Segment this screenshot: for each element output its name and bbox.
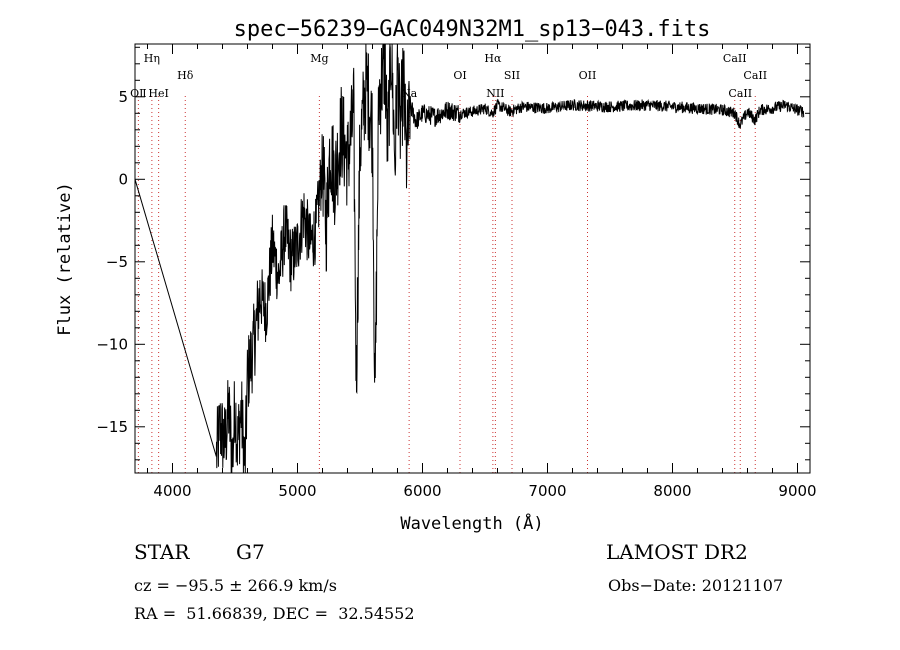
x-tick-label: 7000 <box>528 482 566 500</box>
subclass-label: G7 <box>236 540 265 564</box>
marker-label: NII <box>486 87 504 100</box>
x-tick-label: 8000 <box>653 482 691 500</box>
marker-label: CaII <box>743 69 767 82</box>
marker-label: CaII <box>728 87 752 100</box>
redshift-text: cz = −95.5 ± 266.9 km/s <box>134 576 337 595</box>
y-tick-label: −10 <box>96 335 128 353</box>
chart-title: spec−56239−GAC049N32M1_sp13−043.fits <box>234 17 711 42</box>
y-axis-label: Flux (relative) <box>55 182 75 336</box>
marker-label: Hη <box>144 52 160 65</box>
survey-label: LAMOST DR2 <box>606 540 748 564</box>
object-type-label: STAR <box>134 540 190 564</box>
marker-label: HeI <box>148 87 168 100</box>
spectrum-line <box>134 43 805 474</box>
x-tick-label: 6000 <box>403 482 441 500</box>
marker-label: CaII <box>723 52 747 65</box>
x-axis-label: Wavelength (Å) <box>400 512 543 534</box>
marker-label: SII <box>504 69 520 82</box>
marker-label: OI <box>453 69 466 82</box>
marker-label: Hα <box>484 52 502 65</box>
x-tick-label: 9000 <box>778 482 816 500</box>
x-tick-label: 5000 <box>278 482 316 500</box>
obs-date-text: Obs−Date: 20121107 <box>608 576 784 595</box>
x-ticks: 4000 5000 6000 7000 8000 9000 <box>147 44 817 500</box>
marker-label: OII <box>579 69 597 82</box>
marker-label: Hδ <box>177 69 194 82</box>
y-tick-label: −15 <box>96 418 128 436</box>
y-ticks: 5 0 −5 −10 −15 <box>96 46 810 461</box>
y-tick-label: 5 <box>118 88 128 106</box>
y-tick-label: −5 <box>106 253 128 271</box>
marker-lines <box>137 96 756 473</box>
y-tick-label: 0 <box>118 170 128 188</box>
marker-label: OⅡ <box>130 87 147 100</box>
coordinates-text: RA = 51.66839, DEC = 32.54552 <box>134 604 415 623</box>
x-tick-label: 4000 <box>153 482 191 500</box>
marker-label: Mg <box>310 52 328 65</box>
